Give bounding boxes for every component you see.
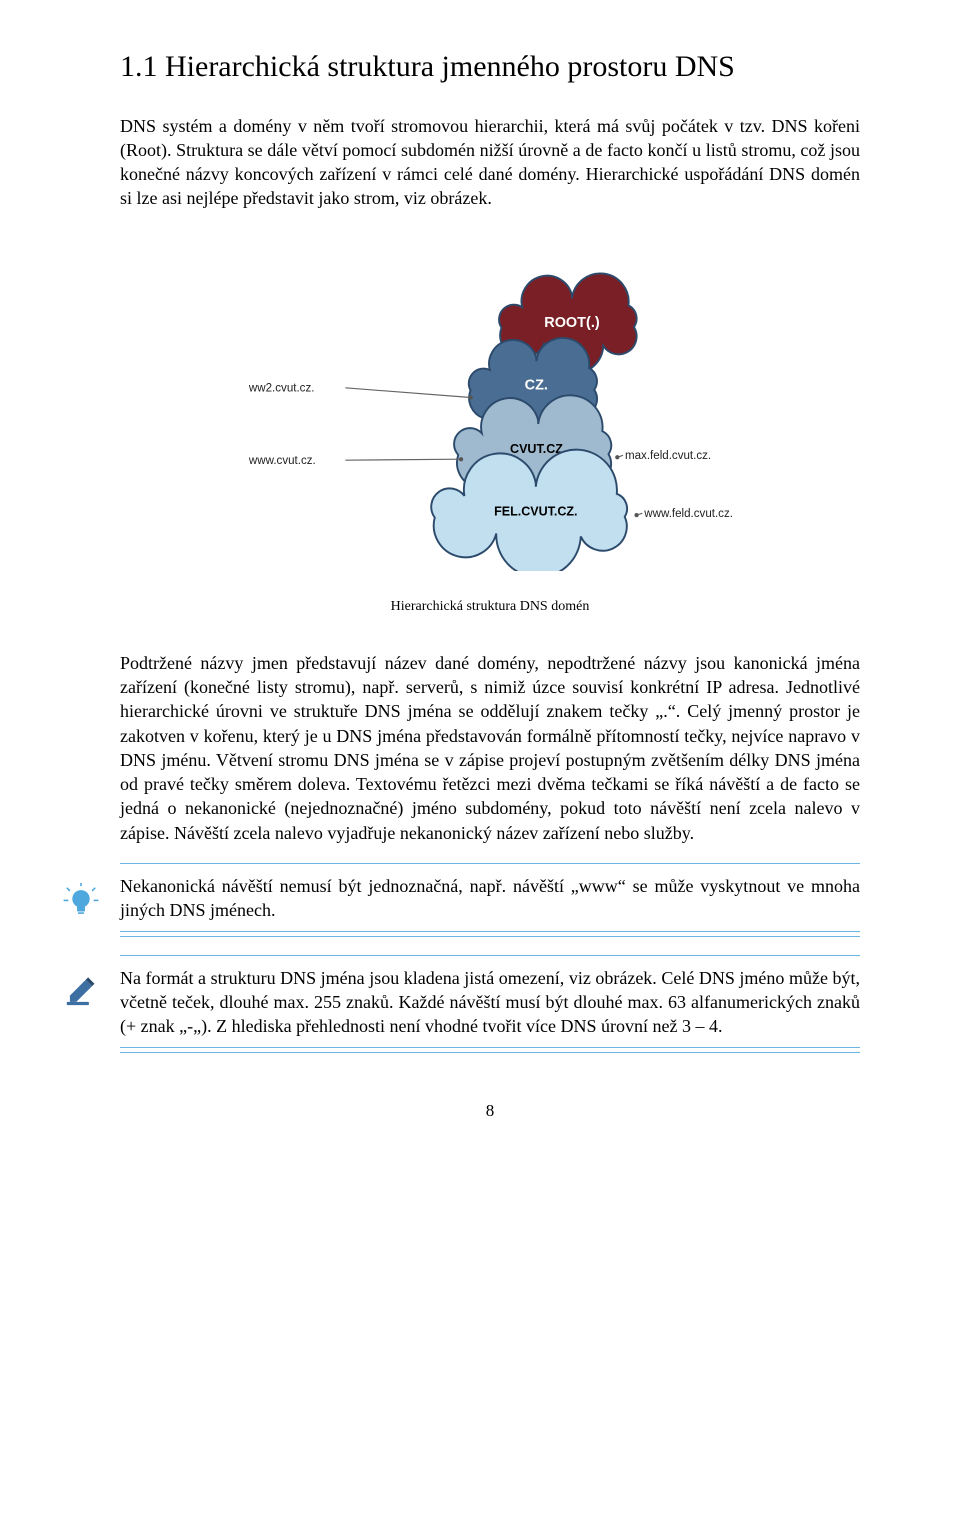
pencil-note-block: Na formát a strukturu DNS jména jsou kla… <box>120 955 860 1053</box>
leaf-label: max.feld.cvut.cz. <box>625 450 711 462</box>
dns-hierarchy-diagram: ROOT(.)CZ.CVUT.CZ.FEL.CVUT.CZ.ww2.cvut.c… <box>220 251 760 571</box>
pencil-icon <box>62 975 100 1013</box>
section-heading: 1.1 Hierarchická struktura jmenného pros… <box>164 48 860 86</box>
note-rule-bottom <box>120 931 860 932</box>
page-number: 8 <box>120 1101 860 1121</box>
leaf-label: www.cvut.cz. <box>248 455 316 467</box>
bulb-icon <box>62 883 100 921</box>
pencil-note-text: Na formát a strukturu DNS jména jsou kla… <box>120 956 860 1047</box>
note-rule-bottom <box>120 1047 860 1048</box>
leaf-label: ww2.cvut.cz. <box>248 382 315 394</box>
diagram-container: ROOT(.)CZ.CVUT.CZ.FEL.CVUT.CZ.ww2.cvut.c… <box>120 251 860 571</box>
cloud-label: FEL.CVUT.CZ. <box>494 504 577 518</box>
cloud-label: CZ. <box>525 377 548 393</box>
leaf-label: www.feld.cvut.cz. <box>643 508 733 520</box>
cloud-label: ROOT(.) <box>544 315 600 331</box>
note-rule-bottom-double <box>120 1052 860 1053</box>
body-paragraph: Podtržené názvy jmen představují název d… <box>120 651 860 845</box>
bulb-note-text: Nekanonická návěští nemusí být jednoznač… <box>120 864 860 931</box>
intro-paragraph: DNS systém a domény v něm tvoří stromovo… <box>120 114 860 211</box>
diagram-caption: Hierarchická struktura DNS domén <box>120 599 860 615</box>
note-rule-bottom-double <box>120 936 860 937</box>
bulb-note-block: Nekanonická návěští nemusí být jednoznač… <box>120 863 860 937</box>
